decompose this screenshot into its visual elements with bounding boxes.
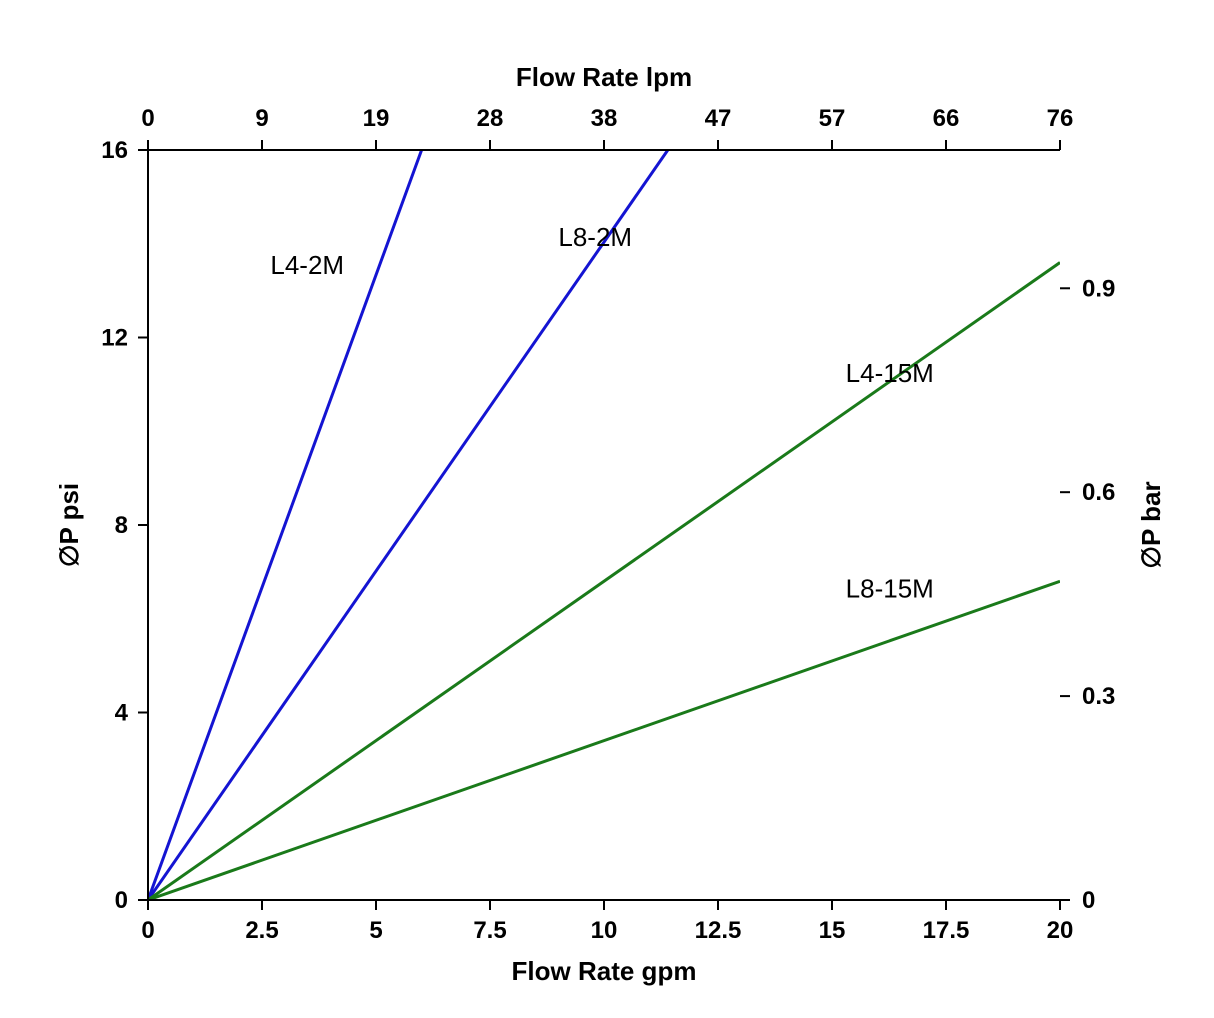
right-tick-label: 0	[1082, 887, 1095, 914]
top-tick-label: 9	[255, 105, 268, 132]
right-axis-title: ∅P bar	[1136, 481, 1166, 568]
left-tick-label: 0	[115, 887, 128, 914]
top-tick-label: 47	[705, 105, 732, 132]
top-axis-title: Flow Rate lpm	[516, 62, 692, 92]
chart-container: L4-2M L8-2M L4-15M L8-15M 0 2.5 5 7.5 10 12.5 15 17…	[0, 0, 1214, 1018]
bottom-tick-label: 7.5	[473, 917, 506, 944]
bottom-tick-label: 17.5	[923, 917, 970, 944]
top-tick-label: 57	[819, 105, 846, 132]
bottom-axis-title: Flow Rate gpm	[512, 956, 697, 986]
left-tick-label: 8	[115, 512, 128, 539]
bottom-tick-label: 10	[591, 917, 618, 944]
bottom-tick-label: 15	[819, 917, 846, 944]
chart-background	[0, 0, 1214, 1018]
top-tick-label: 66	[933, 105, 960, 132]
top-tick-label: 0	[141, 105, 154, 132]
left-tick-label: 4	[115, 700, 129, 727]
top-tick-label: 38	[591, 105, 618, 132]
series-label-l8-15m: L8-15M	[846, 574, 934, 604]
series-label-l4-2m: L4-2M	[270, 250, 344, 280]
top-tick-label: 76	[1047, 105, 1074, 132]
bottom-tick-label: 5	[369, 917, 382, 944]
bottom-tick-label: 20	[1047, 917, 1074, 944]
left-tick-label: 16	[101, 137, 128, 164]
pressure-flow-chart: L4-2M L8-2M L4-15M L8-15M 0 2.5 5 7.5 10 12.5 15 17…	[0, 0, 1214, 1018]
right-tick-label: 0.3	[1082, 683, 1115, 710]
left-axis-title: ∅P psi	[54, 483, 84, 567]
series-label-l4-15m: L4-15M	[846, 358, 934, 388]
top-tick-label: 28	[477, 105, 504, 132]
bottom-tick-label: 2.5	[245, 917, 278, 944]
left-tick-label: 12	[101, 325, 128, 352]
right-tick-label: 0.6	[1082, 479, 1115, 506]
right-tick-label: 0.9	[1082, 275, 1115, 302]
bottom-tick-label: 0	[141, 917, 154, 944]
bottom-tick-label: 12.5	[695, 917, 742, 944]
series-label-l8-2m: L8-2M	[558, 222, 632, 252]
top-tick-label: 19	[363, 105, 390, 132]
